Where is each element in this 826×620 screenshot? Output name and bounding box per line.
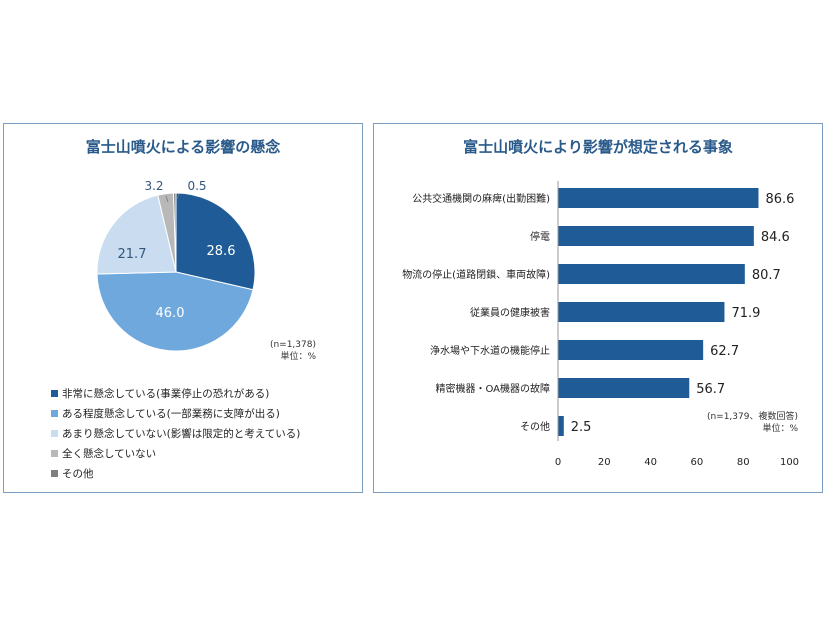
bar: [558, 226, 754, 246]
legend-swatch: [51, 449, 58, 457]
legend-swatch: [51, 389, 58, 397]
bar-category-label: その他: [520, 420, 550, 433]
bar: [558, 416, 564, 436]
pie-note: (n=1,378) 単位：%: [254, 339, 316, 363]
bar: [558, 340, 704, 360]
pie-slice: [175, 192, 256, 291]
pie-data-label: 0.5: [187, 179, 206, 193]
bar-category-label: 精密機器・OA機器の故障: [435, 382, 550, 395]
pie-slice: [96, 271, 254, 352]
legend-label: 非常に懸念している(事業停止の恐れがある): [62, 387, 270, 400]
bar-category-label: 停電: [530, 230, 550, 243]
bar: [558, 378, 690, 398]
bar-category-label: 公共交通機関の麻痺(出勤困難): [412, 192, 550, 205]
pie-legend: 非常に懸念している(事業停止の恐れがある) ある程度懸念している(一部業務に支障が…: [51, 383, 300, 483]
pie-data-label: 21.7: [118, 247, 147, 262]
bar-data-label: 80.7: [752, 268, 781, 283]
pie-data-label: 46.0: [156, 306, 185, 321]
legend-item: ある程度懸念している(一部業務に支障が出る): [51, 403, 300, 423]
bar-note-sample-size: (n=1,379、複数回答): [706, 412, 798, 422]
x-tick-label: 60: [691, 457, 704, 468]
bar-data-label: 62.7: [710, 344, 739, 359]
bar-category-label: 浄水場や下水道の機能停止: [430, 344, 550, 357]
bar: [558, 302, 725, 322]
bar: [558, 264, 745, 284]
pie-leader-line: [165, 195, 169, 203]
legend-item: あまり懸念していない(影響は限定的と考えている): [51, 423, 300, 443]
legend-swatch: [51, 469, 58, 477]
pie-data-label: 28.6: [207, 244, 236, 259]
legend-label: あまり懸念していない(影響は限定的と考えている): [62, 427, 301, 440]
legend-item: その他: [51, 463, 300, 483]
legend-swatch: [51, 409, 58, 417]
pie-chart-title: 富士山噴火による影響の懸念: [85, 138, 281, 156]
pie-chart-panel: 富士山噴火による影響の懸念 28.6 46.0 21.7 3.2 0.5 (n=1,37…: [3, 123, 363, 493]
pie-note-sample-size: (n=1,378): [269, 340, 316, 350]
bar-chart: 公共交通機関の麻痺(出勤困難) 86.6 停電 84.6 物流の停止(道路閉鎖、車両故障…: [402, 181, 799, 468]
bar-data-label: 2.5: [571, 420, 592, 435]
bar-data-label: 86.6: [765, 192, 794, 207]
pie-slice: [96, 194, 177, 275]
pie-note-unit: 単位：%: [280, 352, 316, 362]
pie-leader-line: [176, 193, 180, 200]
bar-category-label: 従業員の健康被害: [470, 306, 550, 319]
pie-chart: 28.6 46.0 21.7 3.2 0.5: [96, 179, 256, 352]
legend-item: 全く懸念していない: [51, 443, 300, 463]
x-tick-label: 0: [555, 457, 561, 468]
bar-note: (n=1,379、複数回答) 単位：%: [684, 411, 798, 435]
bar-data-label: 71.9: [731, 306, 760, 321]
x-tick-label: 40: [644, 457, 657, 468]
bar-chart-title: 富士山噴火により影響が想定される事象: [463, 138, 733, 156]
bar-chart-panel: 富士山噴火により影響が想定される事象 公共交通機関の麻痺(出勤困難) 86.6 停電…: [373, 123, 823, 493]
x-tick-label: 80: [737, 457, 750, 468]
x-tick-label: 100: [780, 457, 799, 468]
bar-category-label: 物流の停止(道路閉鎖、車両故障): [402, 268, 550, 281]
legend-label: その他: [62, 467, 94, 480]
legend-label: ある程度懸念している(一部業務に支障が出る): [62, 407, 280, 420]
pie-slice: [173, 192, 177, 273]
pie-data-label: 3.2: [144, 179, 163, 193]
bar-data-label: 84.6: [761, 230, 790, 245]
bar-data-label: 56.7: [696, 382, 725, 397]
legend-swatch: [51, 429, 58, 437]
legend-item: 非常に懸念している(事業停止の恐れがある): [51, 383, 300, 403]
bar: [558, 188, 759, 208]
bar-note-unit: 単位：%: [762, 424, 798, 434]
legend-label: 全く懸念していない: [62, 447, 157, 460]
x-tick-label: 20: [598, 457, 611, 468]
